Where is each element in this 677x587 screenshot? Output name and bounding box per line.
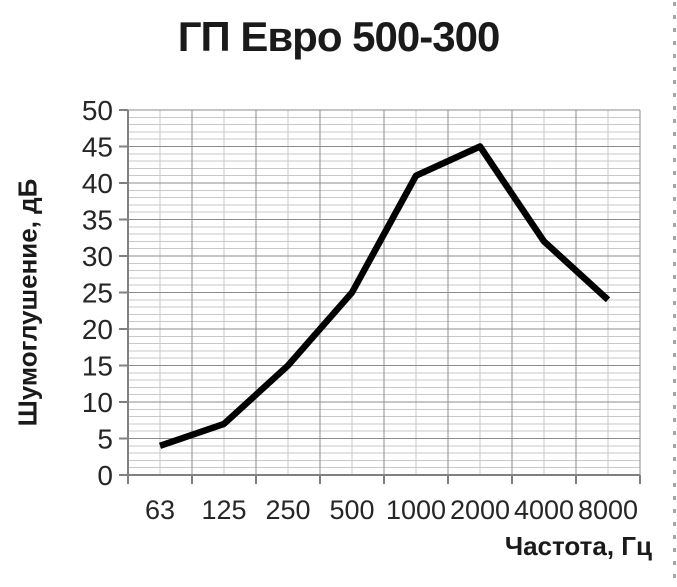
- x-tick-label: 4000: [514, 495, 574, 525]
- y-tick-label: 40: [82, 168, 113, 199]
- x-tick-label: 250: [265, 495, 310, 525]
- dashed-selection-border: [673, 2, 676, 587]
- x-tick-label: 8000: [578, 495, 638, 525]
- y-tick-label: 0: [97, 460, 113, 491]
- x-tick-label: 500: [329, 495, 374, 525]
- y-tick-label: 5: [97, 424, 113, 455]
- x-tick-label: 63: [145, 495, 175, 525]
- y-tick-label: 30: [82, 241, 113, 272]
- y-tick-label: 50: [82, 95, 113, 126]
- x-axis-title: Частота, Гц: [504, 531, 652, 561]
- y-tick-label: 20: [82, 314, 113, 345]
- y-tick-label: 35: [82, 205, 113, 236]
- chart-title: ГП Евро 500-300: [177, 13, 501, 60]
- x-tick-label: 125: [201, 495, 246, 525]
- y-tick-label: 15: [82, 351, 113, 382]
- y-tick-label: 45: [82, 132, 113, 163]
- data-line: [158, 143, 611, 449]
- x-tick-label: 2000: [450, 495, 510, 525]
- y-tick-label: 25: [82, 278, 113, 309]
- x-tick-label: 1000: [386, 495, 446, 525]
- y-tick-label: 10: [82, 387, 113, 418]
